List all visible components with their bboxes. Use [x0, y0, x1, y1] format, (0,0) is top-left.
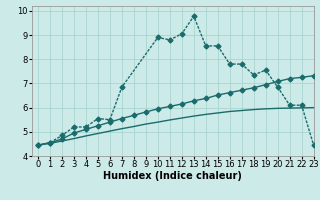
X-axis label: Humidex (Indice chaleur): Humidex (Indice chaleur): [103, 171, 242, 181]
